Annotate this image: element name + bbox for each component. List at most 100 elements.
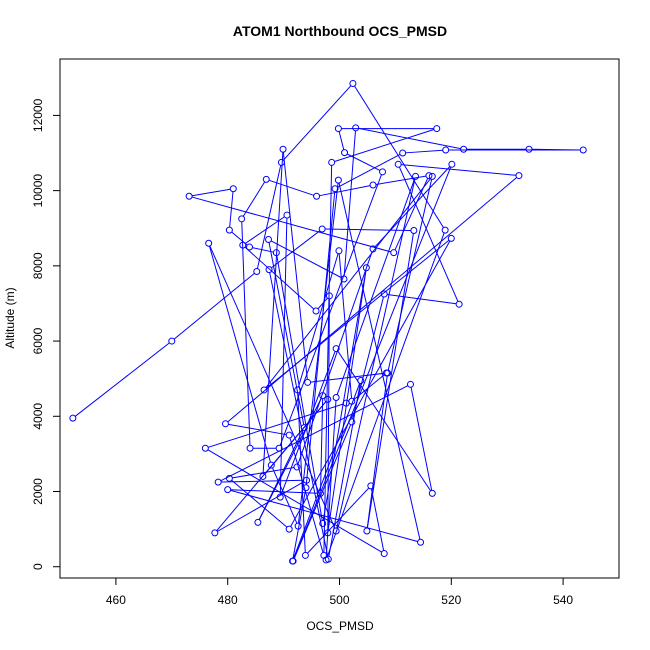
data-point — [277, 158, 285, 166]
series-segment — [228, 423, 287, 436]
series-segment — [192, 188, 231, 197]
data-point — [369, 245, 377, 253]
data-point — [525, 145, 533, 153]
series-segment — [343, 130, 356, 277]
data-point — [289, 557, 297, 565]
data-point — [441, 226, 449, 234]
data-point — [246, 444, 254, 452]
data-point — [412, 172, 420, 180]
data-point — [320, 551, 328, 559]
data-point — [324, 555, 332, 563]
data-point — [579, 146, 587, 154]
series-segment — [401, 164, 516, 176]
data-point — [272, 249, 280, 257]
series-segment — [244, 246, 315, 310]
series-segment — [231, 479, 288, 528]
series-segment — [370, 488, 385, 551]
series-segment — [366, 233, 414, 529]
series-segment — [410, 387, 433, 491]
data-point — [302, 484, 310, 492]
data-point — [328, 158, 336, 166]
data-point — [369, 181, 377, 189]
data-point — [379, 168, 387, 176]
series-segment — [227, 177, 517, 423]
data-point — [410, 226, 418, 234]
data-point — [433, 125, 441, 133]
x-tick-label: 540 — [553, 593, 573, 607]
series-segment — [279, 218, 288, 495]
data-point — [267, 461, 275, 469]
data-point — [362, 264, 370, 272]
series-segment — [322, 270, 367, 521]
data-point — [285, 525, 293, 533]
data-point — [246, 243, 254, 251]
data-point — [316, 489, 324, 497]
data-point — [229, 185, 237, 193]
data-point — [515, 172, 523, 180]
x-tick-label: 480 — [218, 593, 238, 607]
series-segment — [354, 85, 444, 228]
data-point — [279, 145, 287, 153]
data-point — [265, 266, 273, 274]
series-segment — [271, 230, 321, 269]
data-point — [283, 211, 291, 219]
data-point — [221, 420, 229, 428]
data-point — [214, 478, 222, 486]
data-point — [425, 172, 433, 180]
series-segment — [268, 179, 314, 196]
data-point — [265, 236, 273, 244]
data-point — [357, 377, 365, 385]
data-point — [239, 241, 247, 249]
series-segment — [338, 182, 421, 540]
y-axis-label: Altitude (m) — [3, 287, 17, 348]
series-segment — [207, 449, 382, 553]
series-segment — [387, 293, 457, 305]
series-segment — [242, 181, 266, 217]
series-segment — [297, 183, 339, 524]
data-point — [324, 395, 332, 403]
data-point — [262, 175, 270, 183]
data-point — [325, 292, 333, 300]
data-point — [367, 482, 375, 490]
data-point — [301, 551, 309, 559]
series-segment — [337, 153, 401, 188]
data-point — [312, 307, 320, 315]
series-segment — [283, 85, 352, 161]
series-segment — [366, 375, 388, 529]
series-segment — [387, 179, 433, 371]
series-segment — [297, 392, 306, 553]
series-segment — [208, 403, 344, 448]
data-point — [303, 476, 311, 484]
data-point — [348, 418, 356, 426]
data-point — [341, 149, 349, 157]
series-segment — [398, 166, 459, 302]
series-segment — [229, 191, 234, 228]
data-point — [332, 527, 340, 535]
x-tick-label: 500 — [329, 593, 349, 607]
series-segment — [320, 398, 324, 491]
data-point — [293, 463, 301, 471]
series-segment — [375, 175, 427, 185]
data-point — [294, 522, 302, 530]
series-segment — [252, 247, 274, 253]
series-segment — [405, 149, 443, 154]
data-point — [318, 225, 326, 233]
y-tick-label: 10000 — [31, 174, 45, 208]
data-point — [428, 489, 436, 497]
series-segment — [297, 253, 339, 388]
data-point — [69, 414, 77, 422]
data-point — [324, 529, 332, 537]
data-point — [394, 160, 402, 168]
data-point — [417, 538, 425, 546]
series-segment — [272, 467, 298, 524]
series-segment — [244, 216, 285, 244]
data-point — [363, 527, 371, 535]
series-segment — [358, 127, 461, 150]
data-point — [334, 176, 342, 184]
series-segment — [209, 246, 271, 463]
series-segment — [346, 153, 381, 171]
y-tick-label: 2000 — [31, 478, 45, 505]
series-segment — [279, 174, 382, 446]
data-point — [313, 192, 321, 200]
